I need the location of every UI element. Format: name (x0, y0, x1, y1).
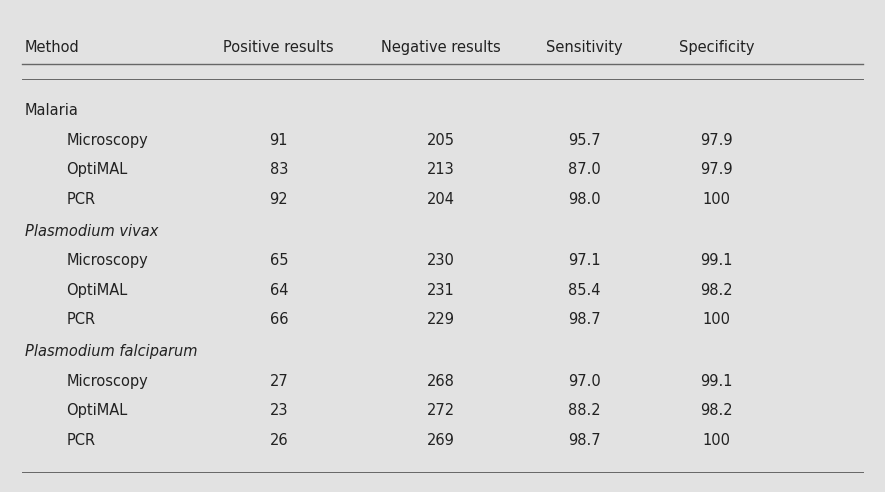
Text: 98.2: 98.2 (701, 283, 733, 298)
Text: Microscopy: Microscopy (66, 253, 148, 268)
Text: 85.4: 85.4 (568, 283, 600, 298)
Text: 98.2: 98.2 (701, 403, 733, 418)
Text: 83: 83 (270, 162, 288, 177)
Text: Microscopy: Microscopy (66, 374, 148, 389)
Text: Negative results: Negative results (381, 40, 501, 55)
Text: 98.0: 98.0 (568, 192, 600, 207)
Text: 213: 213 (427, 162, 455, 177)
Text: OptiMAL: OptiMAL (66, 403, 127, 418)
Text: Microscopy: Microscopy (66, 133, 148, 148)
Text: 268: 268 (427, 374, 455, 389)
Text: 64: 64 (270, 283, 288, 298)
Text: Plasmodium vivax: Plasmodium vivax (25, 224, 158, 239)
Text: 88.2: 88.2 (568, 403, 600, 418)
Text: Sensitivity: Sensitivity (546, 40, 622, 55)
Text: 98.7: 98.7 (568, 312, 600, 327)
Text: 92: 92 (269, 192, 289, 207)
Text: PCR: PCR (66, 192, 96, 207)
Text: 100: 100 (703, 192, 731, 207)
Text: 97.0: 97.0 (567, 374, 601, 389)
Text: Method: Method (25, 40, 80, 55)
Text: 87.0: 87.0 (567, 162, 601, 177)
Text: PCR: PCR (66, 433, 96, 448)
Text: 100: 100 (703, 433, 731, 448)
Text: 97.9: 97.9 (701, 133, 733, 148)
Text: 97.1: 97.1 (568, 253, 600, 268)
Text: 65: 65 (270, 253, 288, 268)
Text: 269: 269 (427, 433, 455, 448)
Text: 26: 26 (269, 433, 289, 448)
Text: 205: 205 (427, 133, 455, 148)
Text: 272: 272 (427, 403, 455, 418)
Text: Malaria: Malaria (25, 103, 79, 118)
Text: 204: 204 (427, 192, 455, 207)
Text: 66: 66 (270, 312, 288, 327)
Text: 27: 27 (269, 374, 289, 389)
Text: PCR: PCR (66, 312, 96, 327)
Text: 229: 229 (427, 312, 455, 327)
Text: 23: 23 (270, 403, 288, 418)
Text: 98.7: 98.7 (568, 433, 600, 448)
Text: 99.1: 99.1 (701, 253, 733, 268)
Text: OptiMAL: OptiMAL (66, 283, 127, 298)
Text: 95.7: 95.7 (568, 133, 600, 148)
Text: 91: 91 (270, 133, 288, 148)
Text: 97.9: 97.9 (701, 162, 733, 177)
Text: Specificity: Specificity (679, 40, 755, 55)
Text: 99.1: 99.1 (701, 374, 733, 389)
Text: OptiMAL: OptiMAL (66, 162, 127, 177)
Text: Positive results: Positive results (223, 40, 335, 55)
Text: 231: 231 (427, 283, 455, 298)
Text: 100: 100 (703, 312, 731, 327)
Text: Plasmodium falciparum: Plasmodium falciparum (25, 344, 197, 359)
Text: 230: 230 (427, 253, 455, 268)
